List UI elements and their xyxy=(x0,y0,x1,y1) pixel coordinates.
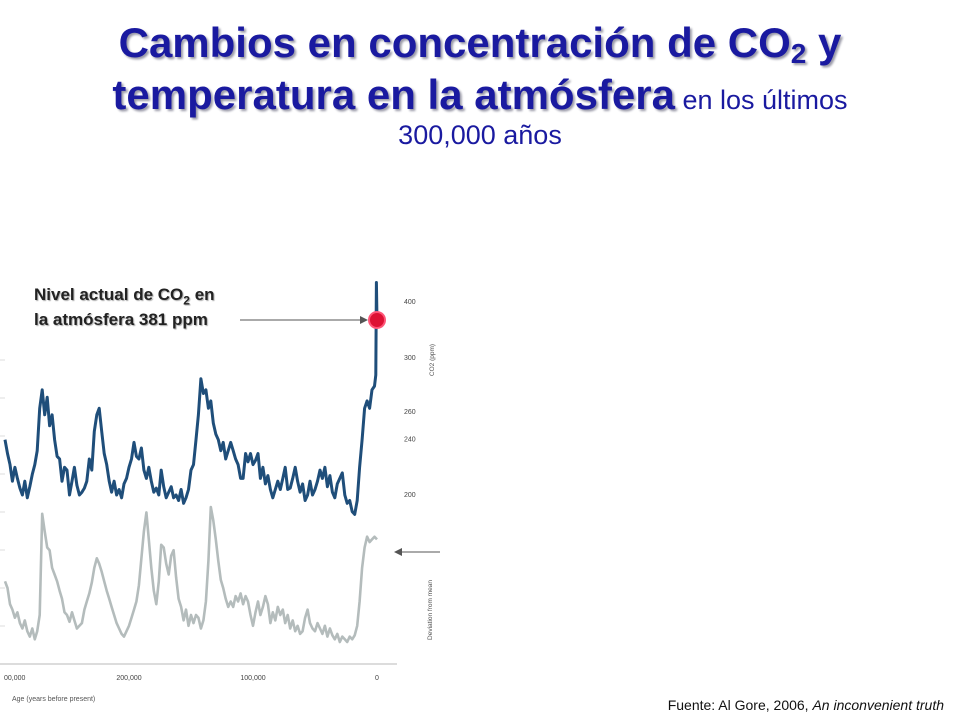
y-tick-label: 200 xyxy=(404,492,416,499)
title-line2-main: temperatura en la atmósfera xyxy=(112,71,675,119)
co2-temperature-chart: 00,000 200,000 100,000 0 400 300 260 240 200 Ag… xyxy=(0,281,440,703)
y-axis-label: CO2 (ppm) xyxy=(429,344,436,376)
x-tick-label: 00,000 xyxy=(4,675,26,682)
y-axis-label-secondary: Deviation from mean xyxy=(427,580,434,640)
temperature-series-line xyxy=(3,505,378,644)
y-tick-label: 240 xyxy=(404,437,416,444)
title-line2-tail: en los últimos xyxy=(674,85,848,116)
title-line3: 300,000 años xyxy=(398,119,562,150)
current-co2-annotation: Nivel actual de CO2 en la atmósfera 381 … xyxy=(34,285,215,330)
y-tick-label: 260 xyxy=(404,409,416,416)
co2-series-line xyxy=(3,281,379,516)
page-title: Cambios en concentración de CO2 y temper… xyxy=(0,18,960,151)
temperature-mean-arrowhead xyxy=(394,548,402,556)
y-tick-label: 400 xyxy=(404,299,416,306)
x-tick-label: 0 xyxy=(375,675,379,682)
x-axis-label: Age (years before present) xyxy=(12,696,95,703)
source-citation: Fuente: Al Gore, 2006, An inconvenient t… xyxy=(667,697,944,713)
x-tick-label: 100,000 xyxy=(240,675,265,682)
x-tick-label: 200,000 xyxy=(116,675,141,682)
y-tick-label: 300 xyxy=(404,355,416,362)
current-co2-marker xyxy=(368,311,386,329)
annotation-pointer-arrowhead xyxy=(360,316,368,324)
title-line1: Cambios en concentración de CO2 y xyxy=(118,19,842,69)
